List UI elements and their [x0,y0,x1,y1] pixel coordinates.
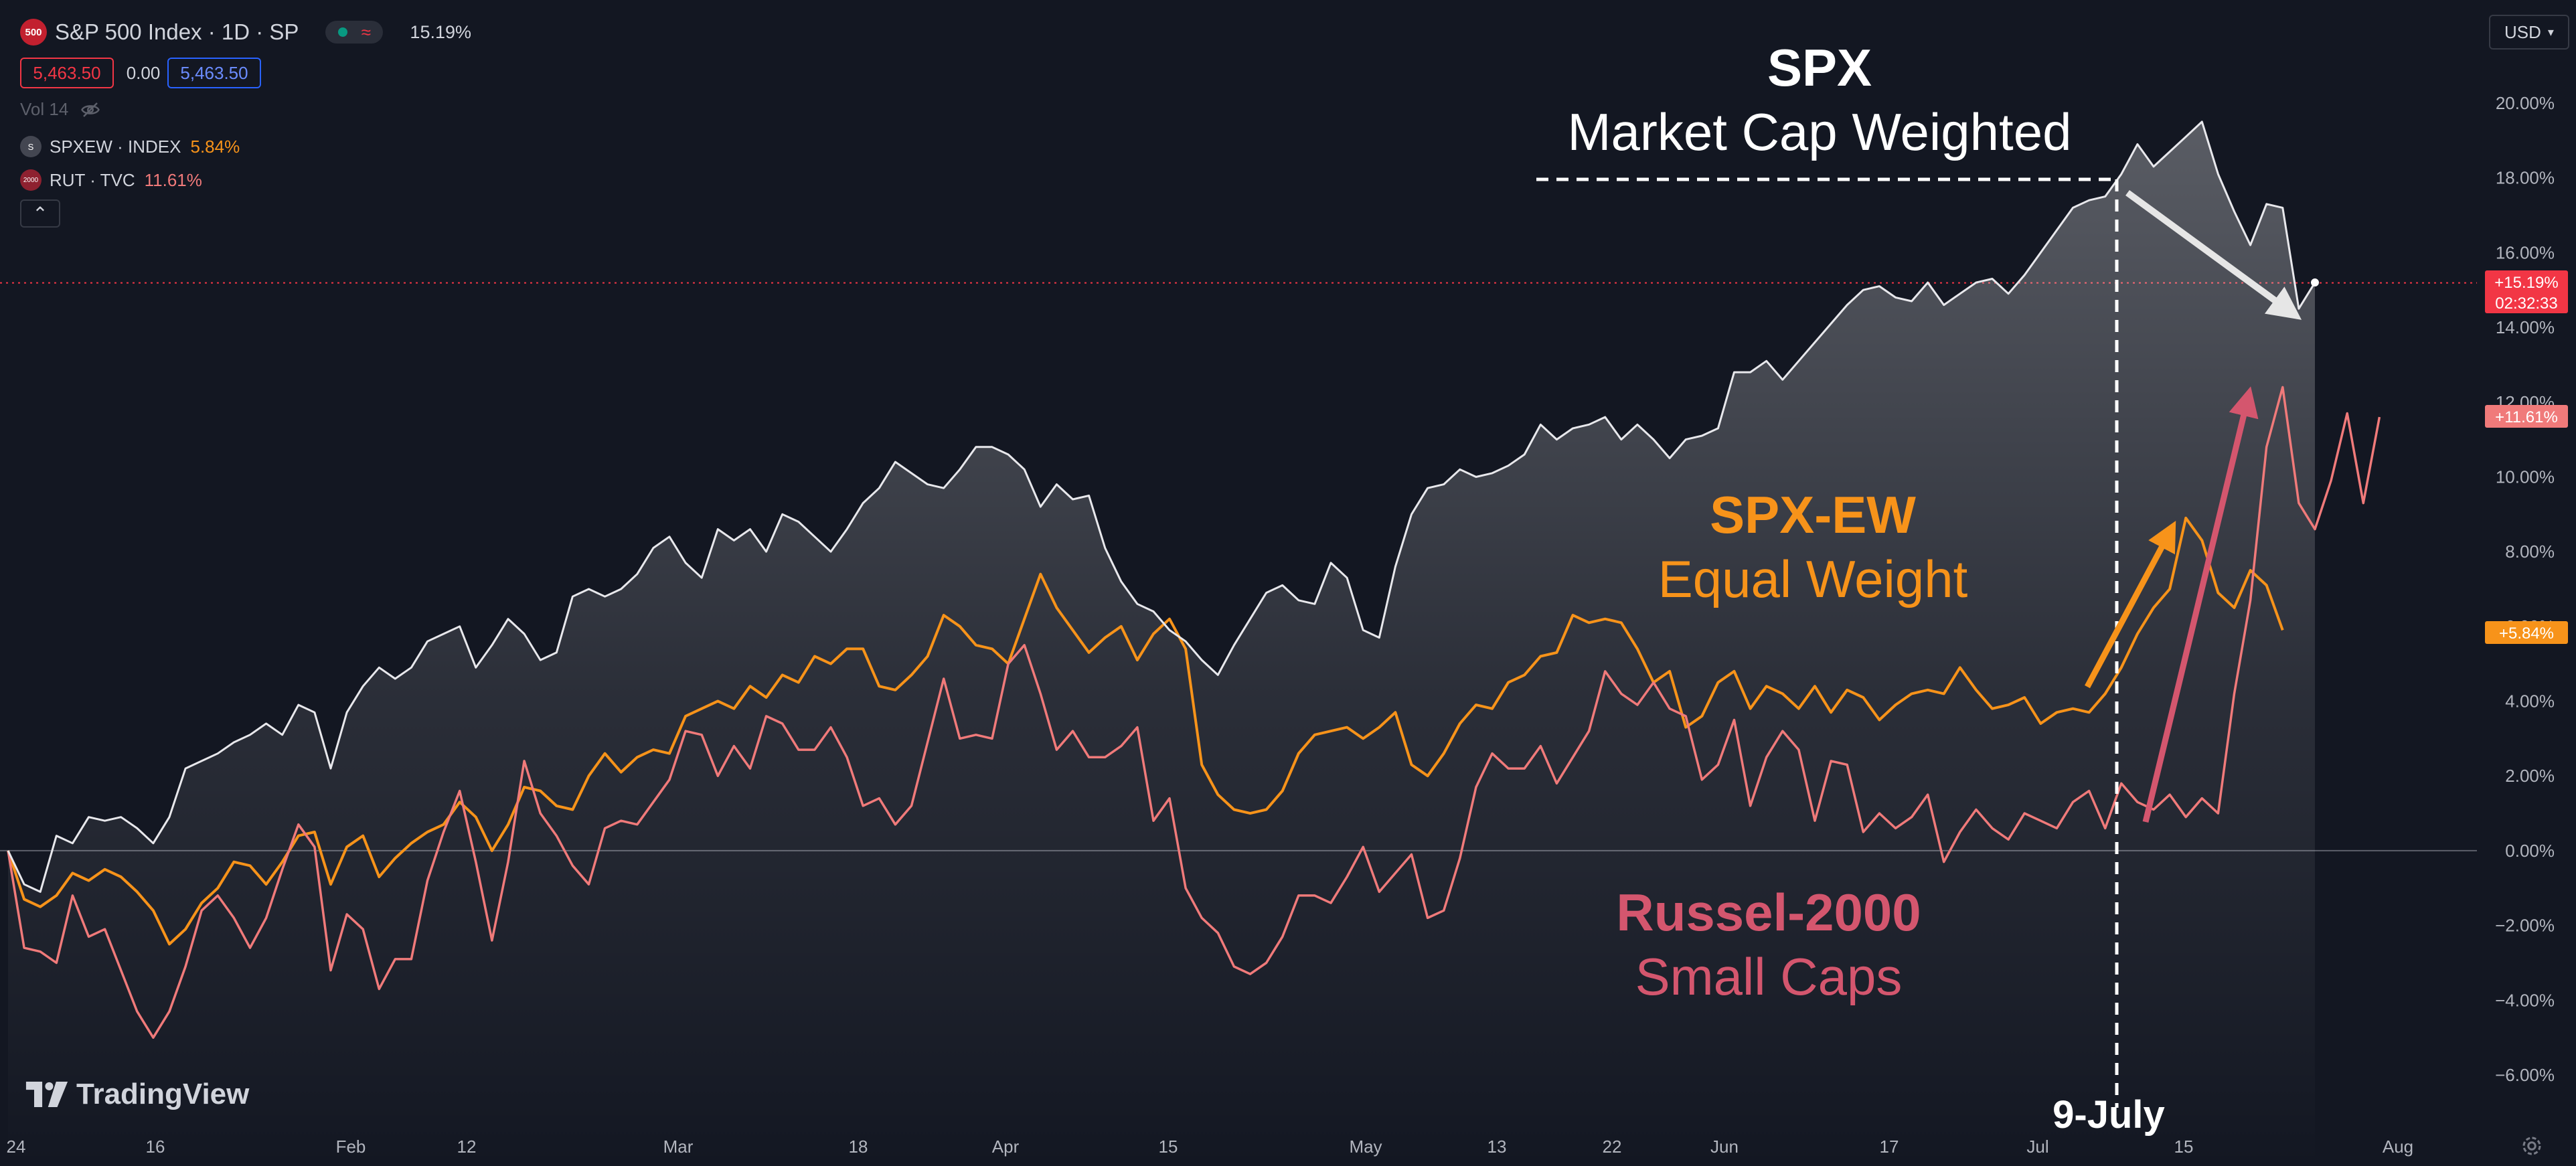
rut-symbol-icon: 2000 [20,169,42,191]
x-tick-label: Jun [1710,1137,1739,1157]
series-line-spxew[interactable] [7,516,2284,946]
chevron-down-icon: ▾ [2547,25,2554,39]
ew-annotation-title: SPX-EW [1710,485,1916,544]
spread-value: 0.00 [126,62,161,83]
x-tick-label: 13 [1487,1137,1507,1157]
currency-selector[interactable]: USD ▾ [2489,15,2569,50]
x-tick-label: 15 [2174,1137,2194,1157]
tradingview-logo[interactable]: TradingView [25,1078,249,1111]
currency-label: USD [2504,21,2541,42]
spx-price-tag [2485,270,2568,313]
ew-price-tag-text: +5.84% [2499,624,2554,643]
y-tick-label: −6.00% [2495,1065,2555,1085]
series-line-spx[interactable] [7,120,2316,893]
x-tick-label: Aug [2383,1137,2413,1157]
rut-up-arrow [2142,386,2259,823]
x-tick-label: Apr [992,1137,1020,1157]
y-tick-label: 10.00% [2496,467,2555,487]
chart-header: 500 S&P 500 Index · 1D · SP ≈ 15.19% [20,15,471,50]
spx-area-fill [8,121,2315,1166]
header-change-pct: 15.19% [410,21,471,42]
spx-down-arrow [2125,189,2302,320]
collapse-legend-button[interactable]: ⌃ [20,199,60,228]
rut-annotation-title: Russel-2000 [1616,883,1921,942]
symbol-title[interactable]: S&P 500 Index · 1D · SP [55,19,299,44]
sp500-logo-icon: 500 [20,19,47,46]
legend-item-rut[interactable]: 2000 RUT · TVC 11.61% [20,167,202,193]
legend-name: RUT · TVC [50,169,135,190]
y-tick-label: 14.00% [2496,317,2555,337]
market-status-pill[interactable]: ≈ [325,21,384,44]
spx-price-tag-text: 02:32:33 [2495,295,2557,313]
y-tick-label: 2.00% [2505,766,2555,786]
volume-indicator[interactable]: Vol 14 [20,99,100,120]
x-tick-label: May [1349,1137,1382,1157]
spx-annotation-subtitle: Market Cap Weighted [1568,102,2072,161]
tradingview-mark-icon [25,1082,68,1107]
volume-label: Vol 14 [20,99,69,119]
date-marker-label: 9-July [2052,1093,2165,1137]
rut-price-tag-text: +11.61% [2495,408,2558,426]
legend-value: 11.61% [144,169,202,190]
ew-up-arrow [2085,521,2176,689]
x-tick-label: 22 [1603,1137,1622,1157]
y-tick-label: 20.00% [2496,93,2555,113]
y-tick-label: 16.00% [2496,242,2555,262]
spx-annotation-title: SPX [1767,38,1872,97]
rut-price-tag [2485,405,2568,428]
x-tick-label: Jul [2026,1137,2048,1157]
y-tick-label: −2.00% [2495,916,2555,936]
ew-price-tag [2485,621,2568,644]
x-tick-label: 15 [1159,1137,1178,1157]
x-tick-label: 18 [849,1137,868,1157]
spx-price-tag-text: +15.19% [2494,274,2558,292]
spx-last-point [2311,278,2319,287]
eye-hidden-icon[interactable] [80,100,100,120]
legend-name: SPXEW · INDEX [50,136,181,157]
legend-value: 5.84% [190,136,240,157]
x-tick-label: 24 [7,1137,26,1157]
y-tick-label: 4.00% [2505,691,2555,712]
tradingview-wordmark: TradingView [76,1078,250,1110]
settings-gear-icon[interactable] [2520,1134,2544,1158]
y-tick-label: −4.00% [2495,990,2555,1010]
sell-price-button[interactable]: 5,463.50 [20,58,114,88]
legend-item-spxew[interactable]: S SPXEW · INDEX 5.84% [20,133,240,160]
wave-icon: ≈ [361,22,371,42]
y-tick-label: 8.00% [2505,542,2555,562]
x-tick-label: 17 [1880,1137,1899,1157]
ew-annotation-subtitle: Equal Weight [1658,550,1968,608]
y-tick-label: 18.00% [2496,168,2555,188]
x-tick-label: 16 [146,1137,165,1157]
x-tick-label: 12 [457,1137,477,1157]
spxew-symbol-icon: S [20,136,42,157]
series-line-rut[interactable] [7,386,2381,1039]
market-open-dot-icon [337,27,347,37]
buy-price-button[interactable]: 5,463.50 [167,58,261,88]
y-tick-label: 0.00% [2505,841,2555,861]
chevron-up-icon: ⌃ [32,203,48,224]
rut-annotation-subtitle: Small Caps [1635,947,1903,1006]
x-tick-label: Mar [663,1137,694,1157]
x-tick-label: Feb [336,1137,366,1157]
